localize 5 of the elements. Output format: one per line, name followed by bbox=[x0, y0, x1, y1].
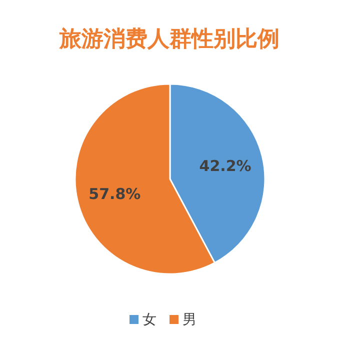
chart-title: 旅游消费人群性别比例 bbox=[58, 27, 280, 52]
legend-label: 女 bbox=[142, 312, 156, 328]
data-label: 57.8% bbox=[88, 184, 141, 203]
legend-label: 男 bbox=[182, 312, 196, 328]
data-label: 42.2% bbox=[199, 157, 252, 176]
